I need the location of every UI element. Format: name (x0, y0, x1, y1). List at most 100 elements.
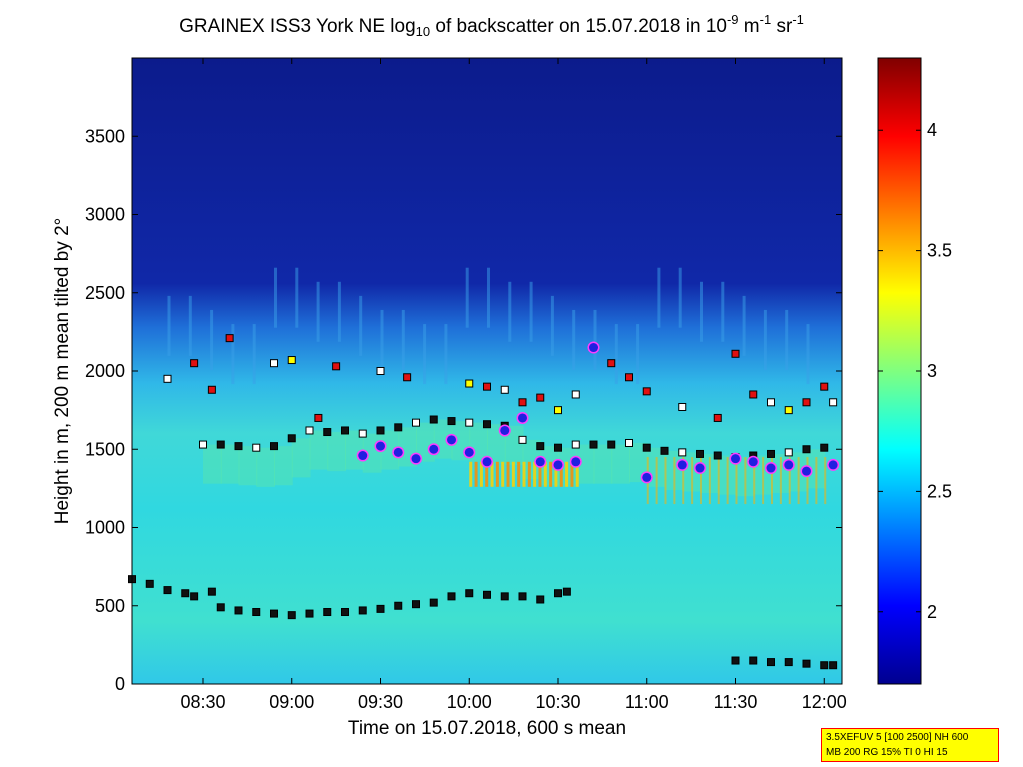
cloud-base-point (518, 413, 527, 423)
title-unit-m: m (738, 16, 760, 37)
info-line-2: MB 200 RG 15% TI 0 HI 15 (826, 747, 948, 758)
layer-point (465, 418, 474, 427)
layer-point (767, 658, 775, 667)
layer-point (287, 611, 296, 620)
layer-point (447, 417, 456, 426)
upper-aerosol-point (536, 393, 545, 402)
aerosol-streak (380, 309, 384, 370)
aerosol-streak (252, 324, 256, 385)
colorbar-tick-label: 2 (927, 602, 937, 622)
upper-aerosol-point (571, 390, 580, 399)
plume-column (664, 457, 667, 505)
aerosol-streak (636, 324, 640, 385)
aerosol-streak (337, 281, 341, 342)
title-unit-sr: sr (771, 16, 793, 37)
info-line-1: 3.5XEFUV 5 [100 2500] NH 600 (826, 732, 969, 743)
upper-aerosol-point (829, 398, 838, 407)
upper-aerosol-point (163, 374, 172, 383)
layer-point (181, 589, 190, 598)
plume-column (673, 457, 676, 505)
plume-column (682, 457, 685, 505)
layer-point (749, 656, 758, 665)
upper-aerosol-point (642, 387, 651, 396)
upper-aerosol-point (713, 413, 722, 422)
layer-point (518, 592, 527, 601)
plume-column (708, 457, 711, 505)
colorbar (877, 57, 922, 685)
boundary-band (575, 444, 595, 484)
layer-point (660, 446, 669, 455)
colorbar-tick-label: 3 (927, 361, 937, 381)
upper-aerosol-point (190, 359, 199, 368)
boundary-band (327, 432, 346, 472)
plume-column (517, 461, 521, 487)
layer-point (607, 440, 616, 449)
x-tick-label: 09:30 (358, 692, 403, 712)
upper-aerosol-point (270, 359, 278, 368)
aerosol-streak (529, 281, 533, 342)
aerosol-streak (295, 267, 299, 328)
layer-point (589, 440, 598, 449)
boundary-band (274, 446, 293, 486)
title-exp-3: -1 (792, 12, 804, 27)
cloud-base-point (482, 457, 492, 467)
aerosol-streak (508, 281, 512, 342)
plume-column (559, 461, 563, 487)
aerosol-streak (359, 295, 363, 356)
plume-column (691, 457, 694, 505)
x-axis-label: Time on 15.07.2018, 600 s mean (348, 718, 626, 739)
aerosol-streak (274, 267, 277, 328)
plume-column (806, 457, 809, 505)
plume-column (490, 461, 494, 487)
cloud-base-point (464, 447, 474, 457)
aerosol-streak (614, 324, 618, 385)
cloud-base-point (802, 466, 811, 476)
aerosol-streak (316, 281, 320, 342)
title-prefix: GRAINEX ISS3 York NE log (179, 16, 416, 37)
plume-column (469, 461, 473, 487)
aerosol-streak (678, 267, 682, 328)
layer-point (483, 590, 491, 599)
plume-column (506, 461, 510, 487)
layer-point (323, 608, 332, 617)
plume-column (735, 457, 738, 505)
plume-column (655, 457, 658, 505)
cloud-base-point (731, 454, 740, 464)
plume-column (554, 461, 558, 487)
x-tick-label: 10:00 (447, 692, 492, 712)
aerosol-streak (444, 324, 448, 385)
y-tick-label: 1500 (85, 439, 125, 459)
boundary-band (238, 446, 258, 486)
boundary-band (629, 442, 648, 483)
y-tick-label: 3500 (85, 126, 125, 146)
upper-aerosol-point (749, 390, 758, 399)
title-exp-1: -9 (726, 12, 739, 27)
upper-aerosol-point (607, 359, 616, 368)
layer-point (287, 434, 296, 443)
layer-point (429, 598, 438, 607)
layer-point (554, 589, 562, 598)
boundary-band (504, 425, 524, 465)
aerosol-streak (593, 309, 597, 370)
cloud-base-point (358, 451, 368, 461)
upper-aerosol-point (332, 362, 341, 371)
plume-column (744, 457, 747, 505)
upper-aerosol-point (225, 334, 234, 343)
layer-point (394, 601, 403, 610)
upper-aerosol-point (483, 382, 491, 391)
layer-point (412, 418, 420, 427)
title-middle: of backscatter on 15.07.2018 in 10 (430, 16, 727, 37)
cloud-base-point (828, 460, 838, 470)
layer-point (562, 587, 571, 596)
colorbar-tick-label: 4 (927, 120, 937, 140)
layer-point (394, 423, 403, 432)
boundary-band (380, 430, 400, 470)
cloud-base-point (695, 463, 705, 473)
cloud-base-point (677, 460, 687, 470)
layer-point (802, 659, 811, 668)
layer-point (500, 592, 509, 601)
aerosol-streak (550, 295, 554, 356)
boundary-band (309, 430, 329, 470)
boundary-band (220, 444, 240, 484)
